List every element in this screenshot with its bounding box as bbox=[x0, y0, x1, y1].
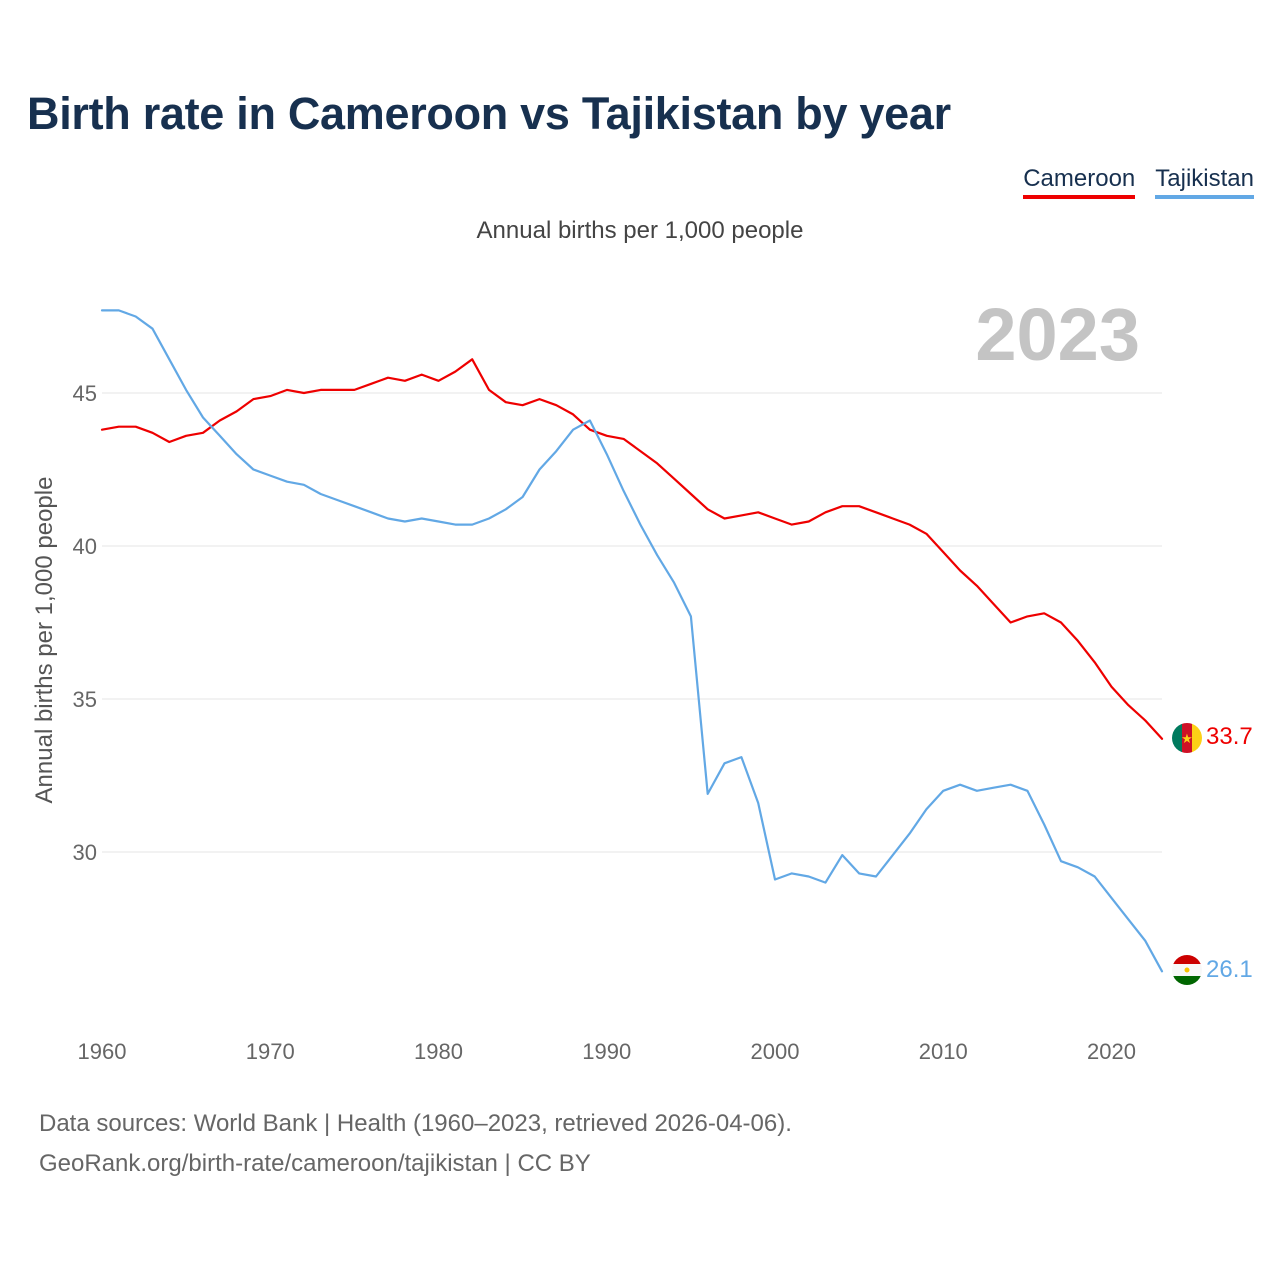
x-axis-ticks: 1960 1970 1980 1990 2000 2010 2020 bbox=[78, 1039, 1136, 1064]
svg-text:★: ★ bbox=[1181, 732, 1193, 747]
y-axis-label: Annual births per 1,000 people bbox=[31, 477, 58, 804]
legend-item-tajikistan[interactable]: Tajikistan bbox=[1155, 165, 1254, 199]
chart-subtitle: Annual births per 1,000 people bbox=[476, 217, 804, 244]
footer-credit: GeoRank.org/birth-rate/cameroon/tajikist… bbox=[39, 1150, 591, 1177]
chart-title: Birth rate in Cameroon vs Tajikistan by … bbox=[27, 88, 951, 139]
end-markers: ★ 33.7 26.1 bbox=[1172, 723, 1253, 985]
series-line-cameroon[interactable] bbox=[100, 358, 1164, 740]
y-tick-label: 45 bbox=[73, 381, 97, 406]
y-tick-label: 40 bbox=[73, 534, 97, 559]
grid-lines bbox=[102, 392, 1162, 853]
y-axis-ticks: 30 35 40 45 bbox=[73, 381, 97, 865]
y-tick-label: 30 bbox=[73, 840, 97, 865]
x-tick-label: 2020 bbox=[1087, 1039, 1136, 1064]
cameroon-flag-icon: ★ bbox=[1172, 723, 1202, 753]
footer-sources: Data sources: World Bank | Health (1960–… bbox=[39, 1110, 792, 1137]
legend-item-cameroon[interactable]: Cameroon bbox=[1023, 165, 1136, 199]
end-label-cameroon: 33.7 bbox=[1206, 723, 1253, 750]
year-badge: 2023 bbox=[975, 293, 1140, 376]
x-tick-label: 1980 bbox=[414, 1039, 463, 1064]
x-tick-label: 1960 bbox=[78, 1039, 127, 1064]
series-lines bbox=[100, 309, 1164, 973]
x-tick-label: 1970 bbox=[246, 1039, 295, 1064]
x-tick-label: 2000 bbox=[751, 1039, 800, 1064]
y-tick-label: 35 bbox=[73, 687, 97, 712]
legend: Cameroon Tajikistan bbox=[1023, 165, 1254, 199]
line-chart: 30 35 40 45 1960 1970 1980 1990 2000 2010 2020 20… bbox=[31, 293, 1253, 1064]
x-tick-label: 2010 bbox=[919, 1039, 968, 1064]
series-line-tajikistan[interactable] bbox=[100, 309, 1164, 973]
end-label-tajikistan: 26.1 bbox=[1206, 956, 1253, 983]
footer: Data sources: World Bank | Health (1960–… bbox=[39, 1104, 792, 1184]
tajikistan-flag-icon bbox=[1172, 955, 1202, 985]
x-tick-label: 1990 bbox=[582, 1039, 631, 1064]
